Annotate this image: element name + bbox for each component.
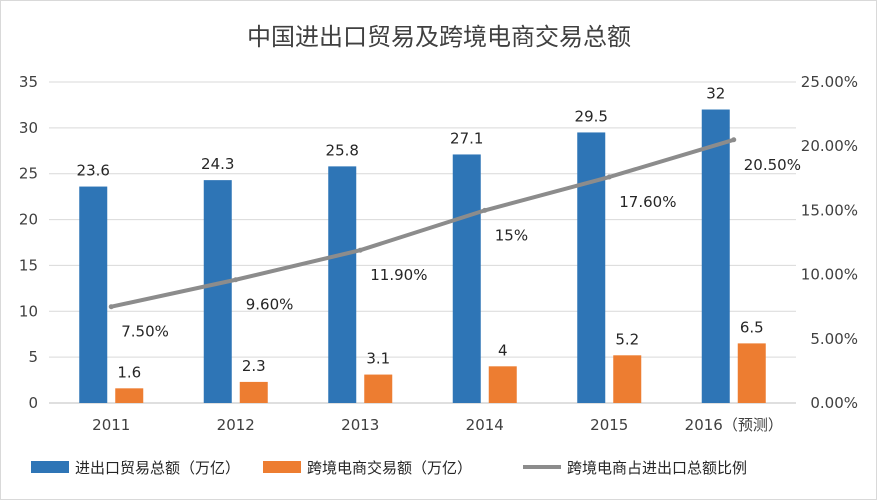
- ecommerce-label: 6.5: [740, 318, 764, 336]
- y-left-tick-label: 25: [19, 165, 38, 183]
- x-tick-label: 2012: [217, 416, 255, 434]
- y-right-tick-label: 20.00%: [801, 137, 858, 155]
- ratio-line-layer: [108, 137, 737, 310]
- ratio-point: [731, 137, 737, 143]
- legend-label: 进出口贸易总额（万亿）: [75, 459, 240, 477]
- y-right-tick-label: 10.00%: [801, 266, 858, 284]
- y-left-tick-label: 0: [28, 394, 38, 412]
- axes: 0 5 10 15 20 25 30 35 0.00% 5.00% 10.00% 15.00% 20.0…: [19, 73, 858, 434]
- y-left-tick-label: 35: [19, 73, 38, 91]
- ratio-line: [109, 137, 736, 309]
- ecommerce-label: 4: [498, 341, 508, 359]
- legend-label: 跨境电商占进出口总额比例: [567, 459, 747, 477]
- trade-total-bar: [79, 186, 108, 403]
- ecommerce-bar: [737, 343, 766, 403]
- ratio-point: [482, 207, 488, 213]
- bars: [79, 109, 766, 403]
- trade-total-bar: [203, 180, 232, 403]
- chart-title: 中国进出口贸易及跨境电商交易总额: [247, 23, 631, 51]
- trade-total-bar: [328, 166, 357, 403]
- ratio-point: [108, 304, 114, 310]
- data-labels: 23.6 24.3 25.8 27.1 29.5 32 1.6 2.3 3.1 4 5.2 6.5 7.…: [77, 85, 801, 382]
- y-left-tick-label: 20: [19, 211, 38, 229]
- x-tick-label: 2013: [341, 416, 379, 434]
- ratio-label: 17.60%: [619, 193, 676, 211]
- ecommerce-label: 3.1: [366, 350, 390, 368]
- ratio-label: 9.60%: [246, 296, 294, 314]
- ratio-point: [357, 247, 363, 253]
- trade-total-bar: [701, 109, 730, 403]
- trade-total-bar: [577, 132, 606, 403]
- ecommerce-label: 1.6: [117, 363, 141, 381]
- y-right-tick-label: 5.00%: [810, 330, 858, 348]
- x-tick-label: 2016（预测）: [685, 416, 783, 434]
- trade-total-label: 27.1: [450, 129, 483, 147]
- y-right-tick-label: 0.00%: [810, 394, 858, 412]
- legend: 进出口贸易总额（万亿） 跨境电商交易额（万亿） 跨境电商占进出口总额比例: [31, 459, 747, 477]
- ecommerce-bar: [364, 374, 393, 403]
- trade-total-bar: [452, 154, 481, 403]
- x-tick-label: 2015: [590, 416, 628, 434]
- trade-total-label: 29.5: [575, 107, 608, 125]
- ratio-point: [233, 277, 239, 283]
- trade-total-label: 23.6: [77, 162, 110, 180]
- ecommerce-label: 5.2: [615, 330, 639, 348]
- y-right-tick-label: 15.00%: [801, 201, 858, 219]
- trade-total-label: 32: [706, 85, 725, 103]
- ecommerce-bar: [488, 366, 517, 403]
- legend-label: 跨境电商交易额（万亿）: [307, 459, 472, 477]
- ecommerce-bar: [613, 355, 642, 403]
- legend-swatch: [263, 461, 301, 473]
- ratio-label: 20.50%: [744, 156, 801, 174]
- x-tick-label: 2011: [92, 416, 130, 434]
- ecommerce-bar: [115, 388, 144, 403]
- y-left-tick-label: 15: [19, 256, 38, 274]
- y-left-tick-label: 30: [19, 119, 38, 137]
- trade-total-label: 24.3: [201, 155, 234, 173]
- legend-swatch: [31, 461, 69, 473]
- trade-total-label: 25.8: [326, 141, 359, 159]
- y-left-tick-label: 10: [19, 302, 38, 320]
- x-tick-label: 2014: [466, 416, 504, 434]
- ratio-label: 11.90%: [370, 266, 427, 284]
- ratio-point: [606, 174, 612, 180]
- ecommerce-label: 2.3: [242, 357, 266, 375]
- y-right-tick-label: 25.00%: [801, 73, 858, 91]
- ratio-label: 7.50%: [121, 323, 169, 341]
- ecommerce-bar: [239, 381, 268, 403]
- ratio-label: 15%: [495, 226, 528, 244]
- y-left-tick-label: 5: [28, 348, 38, 366]
- gridlines: [49, 81, 796, 404]
